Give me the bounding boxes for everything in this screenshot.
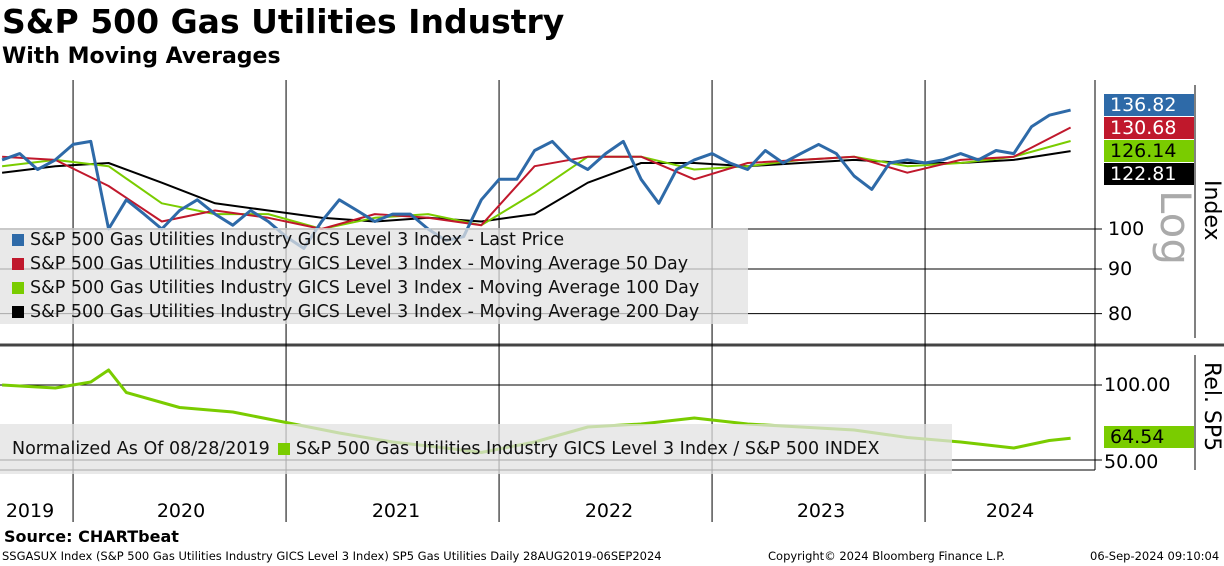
legend-item: S&P 500 Gas Utilities Industry GICS Leve… [0,228,748,252]
legend-swatch [12,282,24,294]
y-tick-label: 80 [1108,303,1133,325]
legend-item: S&P 500 Gas Utilities Industry GICS Leve… [0,300,748,324]
normalized-note: Normalized As Of 08/28/2019 [12,439,270,459]
legend-label: S&P 500 Gas Utilities Industry GICS Leve… [30,230,565,250]
y-axis-label: Index [1199,180,1224,241]
x-tick-label: 2019 [5,500,55,522]
chart-subtitle: With Moving Averages [2,44,281,69]
upper-legend: S&P 500 Gas Utilities Industry GICS Leve… [0,228,748,324]
last-price-line [1,108,1071,250]
x-tick-label: 2023 [796,500,846,522]
legend-label: S&P 500 Gas Utilities Industry GICS Leve… [30,278,700,298]
y-tick-label: 100 [1108,218,1145,240]
lower-y-axis-label: Rel. SP5 [1199,362,1224,452]
footer-timestamp: 06-Sep-2024 09:10:04 [1090,549,1220,563]
lower-legend: Normalized As Of 08/28/2019 S&P 500 Gas U… [0,424,952,474]
footer-copyright: Copyright© 2024 Bloomberg Finance L.P. [768,549,1005,563]
y-tick-label: 50.00 [1104,451,1159,473]
x-tick-label: 2022 [584,500,634,522]
legend-label: S&P 500 Gas Utilities Industry GICS Leve… [30,302,700,322]
legend-item: S&P 500 Gas Utilities Industry GICS Leve… [0,252,748,276]
legend-item: S&P 500 Gas Utilities Industry GICS Leve… [0,276,748,300]
ma200-tag: 122.81 [1104,163,1194,185]
chart-title: S&P 500 Gas Utilities Industry [2,2,565,41]
legend-swatch [277,443,290,455]
y-tick-label: 90 [1108,258,1133,280]
source-label: Source: CHARTbeat [4,527,179,546]
legend-label: S&P 500 Gas Utilities Industry GICS Leve… [30,254,689,274]
last-price-tag: 136.82 [1104,94,1194,116]
y-tick-label: 100.00 [1104,374,1171,396]
ma100-tag: 126.14 [1104,140,1194,162]
legend-swatch [12,234,24,246]
legend-item: Normalized As Of 08/28/2019 S&P 500 Gas U… [0,424,952,474]
ma50-tag: 130.68 [1104,117,1194,139]
legend-swatch [12,306,24,318]
log-scale-label: Log [1151,190,1200,266]
ma100-line [1,140,1071,230]
legend-swatch [12,258,24,270]
relative-last-tag: 64.54 [1104,426,1194,448]
x-tick-label: 2021 [371,500,421,522]
legend-label: S&P 500 Gas Utilities Industry GICS Leve… [295,439,880,459]
footer-description: SSGASUX Index (S&P 500 Gas Utilities Ind… [2,549,662,563]
x-tick-label: 2024 [985,500,1035,522]
ma50-line [2,126,1072,230]
x-tick-label: 2020 [156,500,206,522]
